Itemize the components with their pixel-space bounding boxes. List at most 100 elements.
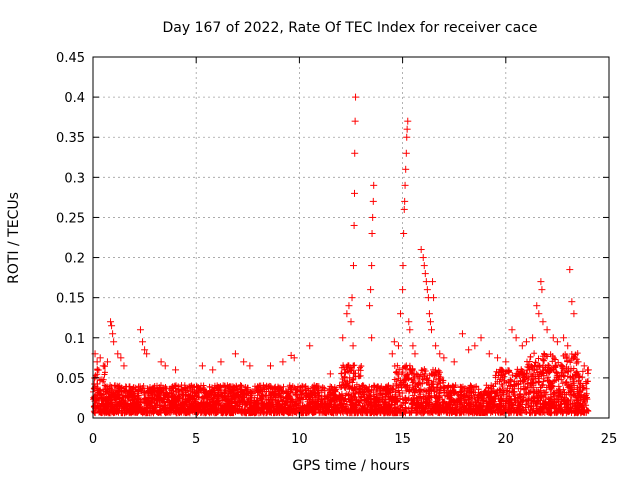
data-point [209, 366, 217, 374]
data-point [117, 354, 125, 362]
data-point [584, 366, 592, 374]
data-point [417, 246, 425, 254]
data-point [366, 302, 374, 310]
y-tick-label: 0.15 [56, 292, 85, 307]
data-point [549, 334, 557, 342]
data-point [512, 334, 520, 342]
data-point [352, 93, 360, 101]
data-point [349, 342, 357, 350]
data-point [450, 358, 458, 366]
data-point [397, 310, 405, 318]
data-point [420, 262, 428, 270]
data-point [566, 266, 574, 274]
x-tick-label: 25 [601, 432, 618, 447]
data-point [157, 358, 165, 366]
data-point [99, 362, 107, 370]
y-tick-label: 0.05 [56, 372, 85, 387]
data-point [345, 302, 353, 310]
data-point [404, 117, 412, 125]
data-point [411, 350, 419, 358]
data-point [409, 342, 417, 350]
data-point [494, 354, 502, 362]
data-point [402, 149, 410, 157]
data-point [436, 350, 444, 358]
data-point [93, 358, 101, 366]
x-tick-label: 0 [89, 432, 97, 447]
data-point [368, 229, 376, 237]
data-point [369, 213, 377, 221]
data-point [405, 318, 413, 326]
data-points [91, 93, 592, 378]
data-point [471, 342, 479, 350]
data-point [369, 197, 377, 205]
data-point [390, 338, 398, 346]
data-point [231, 350, 239, 358]
data-point [351, 149, 359, 157]
data-point [143, 350, 151, 358]
data-point [421, 270, 429, 278]
data-point [508, 326, 516, 334]
data-point [406, 326, 414, 334]
data-point [339, 334, 347, 342]
data-point [422, 278, 430, 286]
x-tick-label: 15 [394, 432, 411, 447]
data-point [198, 362, 206, 370]
chart-title: Day 167 of 2022, Rate Of TEC Index for r… [163, 20, 538, 36]
data-point [537, 278, 545, 286]
data-point [529, 334, 537, 342]
data-point [580, 362, 588, 370]
data-point [440, 354, 448, 362]
data-point [368, 262, 376, 270]
data-point [574, 358, 582, 366]
data-point [477, 334, 485, 342]
data-point [399, 286, 407, 294]
data-point [326, 370, 334, 378]
data-point [172, 366, 180, 374]
x-tick-label: 20 [498, 432, 515, 447]
data-point [403, 133, 411, 141]
data-point [400, 229, 408, 237]
data-point [279, 358, 287, 366]
data-point [458, 330, 466, 338]
y-axis-ticks: 0 0.05 0.1 0.15 0.2 0.25 0.3 0.35 0.4 0.45 [56, 51, 609, 427]
data-point [349, 262, 357, 270]
data-point [120, 362, 128, 370]
data-point [351, 189, 359, 197]
data-point [139, 338, 147, 346]
data-point [535, 310, 543, 318]
x-axis-label: GPS time / hours [292, 458, 409, 474]
x-tick-label: 5 [192, 432, 200, 447]
x-axis-ticks: 0 5 10 15 20 25 [89, 57, 617, 447]
data-point [217, 358, 225, 366]
data-point [306, 342, 314, 350]
data-point [103, 358, 111, 366]
data-point [136, 326, 144, 334]
data-point [370, 181, 378, 189]
y-tick-label: 0.45 [56, 51, 85, 66]
data-point [403, 125, 411, 133]
data-point [141, 346, 149, 354]
x-tick-label: 10 [291, 432, 308, 447]
data-point [533, 302, 541, 310]
data-point [394, 342, 402, 350]
data-point [401, 197, 409, 205]
data-point [502, 358, 510, 366]
data-point [110, 338, 118, 346]
y-tick-label: 0.1 [64, 332, 85, 347]
data-point [108, 322, 116, 330]
data-point [423, 286, 431, 294]
data-point [96, 354, 104, 362]
data-point [465, 346, 473, 354]
y-tick-label: 0.4 [64, 91, 85, 106]
data-point [570, 310, 578, 318]
data-point [246, 362, 254, 370]
data-point [161, 362, 169, 370]
data-point [114, 350, 122, 358]
data-point [388, 350, 396, 358]
data-point [539, 318, 547, 326]
data-point [522, 338, 530, 346]
data-point [402, 165, 410, 173]
data-point [429, 278, 437, 286]
data-point [347, 318, 355, 326]
data-point [564, 342, 572, 350]
